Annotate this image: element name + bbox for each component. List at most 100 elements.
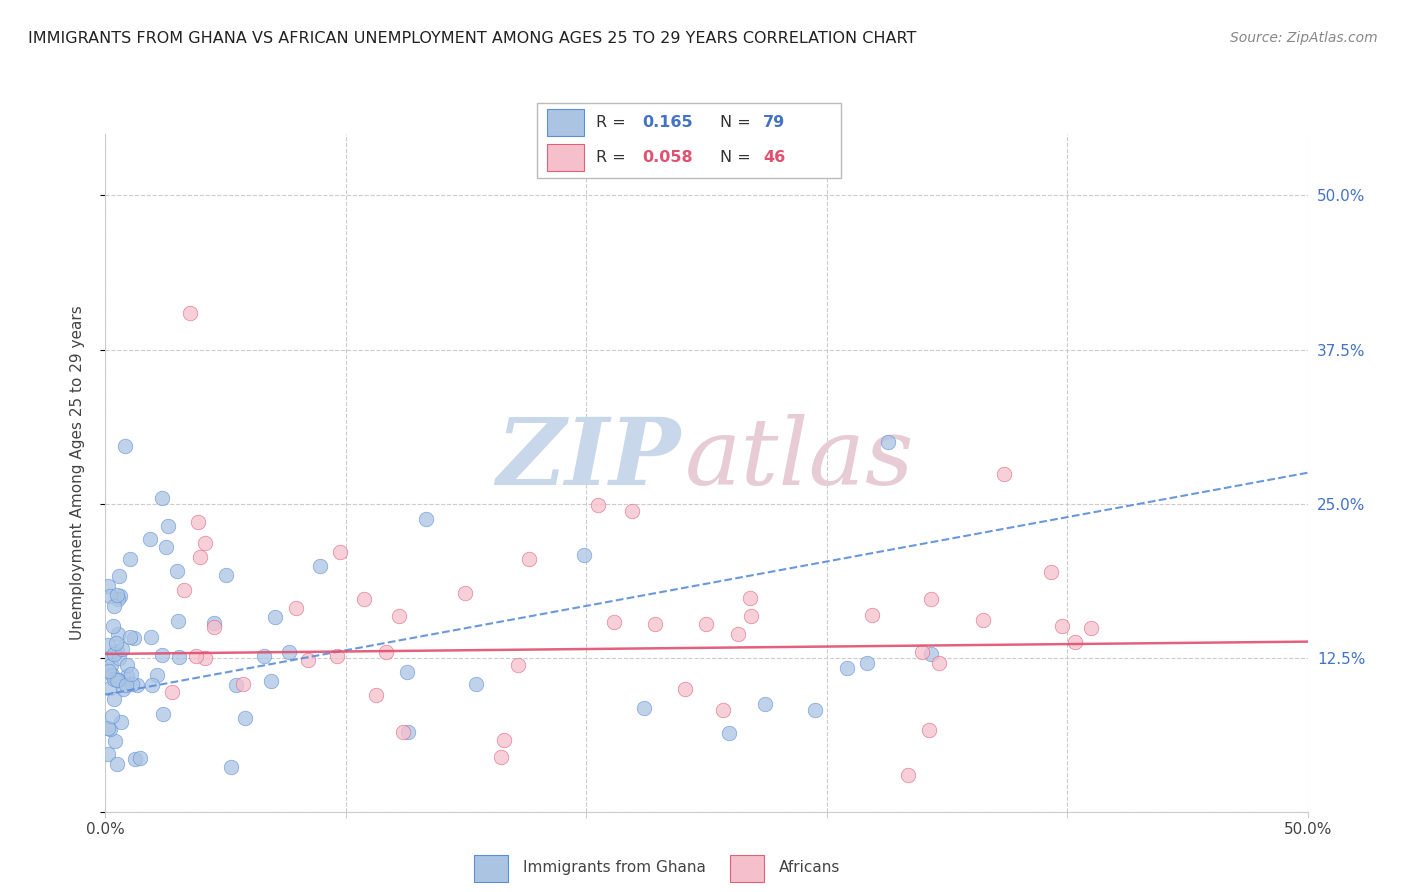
Point xyxy=(194,536,217,550)
Point xyxy=(115,657,138,672)
FancyBboxPatch shape xyxy=(537,103,841,178)
Point xyxy=(100,657,122,672)
Point xyxy=(506,658,529,673)
Point xyxy=(111,642,134,657)
Point xyxy=(112,681,135,696)
Point xyxy=(375,645,398,659)
Point xyxy=(105,756,128,771)
Point xyxy=(329,545,352,559)
Text: N =: N = xyxy=(720,115,756,130)
Point xyxy=(297,653,319,667)
Point xyxy=(120,666,142,681)
Point xyxy=(166,615,188,629)
Point xyxy=(464,677,486,691)
Point xyxy=(103,692,125,706)
Point xyxy=(156,519,179,533)
Point xyxy=(100,708,122,723)
Point xyxy=(326,648,349,663)
Point xyxy=(107,650,129,665)
Point xyxy=(392,725,415,739)
Point xyxy=(489,749,512,764)
Point xyxy=(98,681,121,695)
Point xyxy=(233,711,256,725)
Point xyxy=(103,599,125,613)
Point xyxy=(1063,634,1085,648)
Point xyxy=(103,673,125,687)
Point xyxy=(1050,619,1073,633)
Point xyxy=(97,721,120,735)
Text: N =: N = xyxy=(720,150,756,165)
Point xyxy=(366,688,388,702)
Point xyxy=(141,678,163,692)
Bar xyxy=(474,855,509,881)
Point xyxy=(97,579,120,593)
Point xyxy=(740,609,762,624)
Point xyxy=(107,626,129,640)
Point xyxy=(97,638,120,652)
Point xyxy=(911,645,934,659)
Point xyxy=(152,706,174,721)
Point xyxy=(104,733,127,747)
Point xyxy=(264,610,287,624)
Text: Africans: Africans xyxy=(779,860,841,875)
Point xyxy=(118,630,141,644)
Point xyxy=(972,613,994,627)
Point xyxy=(395,665,418,679)
Text: 46: 46 xyxy=(763,150,786,165)
Point xyxy=(804,703,827,717)
Point xyxy=(835,661,858,675)
Point xyxy=(215,568,238,582)
Point xyxy=(173,582,195,597)
Point xyxy=(108,589,131,603)
Text: IMMIGRANTS FROM GHANA VS AFRICAN UNEMPLOYMENT AMONG AGES 25 TO 29 YEARS CORRELAT: IMMIGRANTS FROM GHANA VS AFRICAN UNEMPLO… xyxy=(28,31,917,46)
Text: ZIP: ZIP xyxy=(496,414,681,504)
Point xyxy=(897,768,920,782)
Point xyxy=(114,439,136,453)
Point xyxy=(103,647,125,661)
Point xyxy=(115,678,138,692)
Point xyxy=(260,673,283,688)
Bar xyxy=(547,144,583,171)
Point xyxy=(98,589,121,603)
Point xyxy=(644,617,666,632)
Point xyxy=(105,644,128,658)
Point xyxy=(718,725,741,739)
Point xyxy=(97,747,120,762)
Point xyxy=(194,650,217,665)
Point xyxy=(150,648,173,662)
Point xyxy=(179,305,201,319)
Point xyxy=(202,620,225,634)
Point xyxy=(150,491,173,505)
Point xyxy=(492,732,515,747)
Point xyxy=(673,681,696,696)
Y-axis label: Unemployment Among Ages 25 to 29 years: Unemployment Among Ages 25 to 29 years xyxy=(70,305,84,640)
Point xyxy=(104,636,127,650)
Point xyxy=(396,724,419,739)
Text: Immigrants from Ghana: Immigrants from Ghana xyxy=(523,860,706,875)
Point xyxy=(139,630,162,644)
Point xyxy=(101,619,124,633)
Point xyxy=(232,677,254,691)
Point xyxy=(993,467,1015,481)
Point xyxy=(586,498,609,512)
Point xyxy=(727,626,749,640)
Text: R =: R = xyxy=(596,115,631,130)
Point xyxy=(253,649,276,664)
Point xyxy=(860,608,883,623)
Point xyxy=(122,631,145,645)
Bar xyxy=(547,109,583,136)
Point xyxy=(146,668,169,682)
Point xyxy=(110,714,132,729)
Point xyxy=(285,601,308,615)
Text: 0.058: 0.058 xyxy=(643,150,693,165)
Point xyxy=(603,615,626,629)
Point xyxy=(711,703,734,717)
Point xyxy=(225,677,247,691)
Point xyxy=(633,701,655,715)
Point xyxy=(105,588,128,602)
Point xyxy=(120,552,142,566)
Point xyxy=(167,649,190,664)
Point xyxy=(517,552,540,566)
Point xyxy=(308,558,330,573)
Point xyxy=(1040,565,1063,579)
